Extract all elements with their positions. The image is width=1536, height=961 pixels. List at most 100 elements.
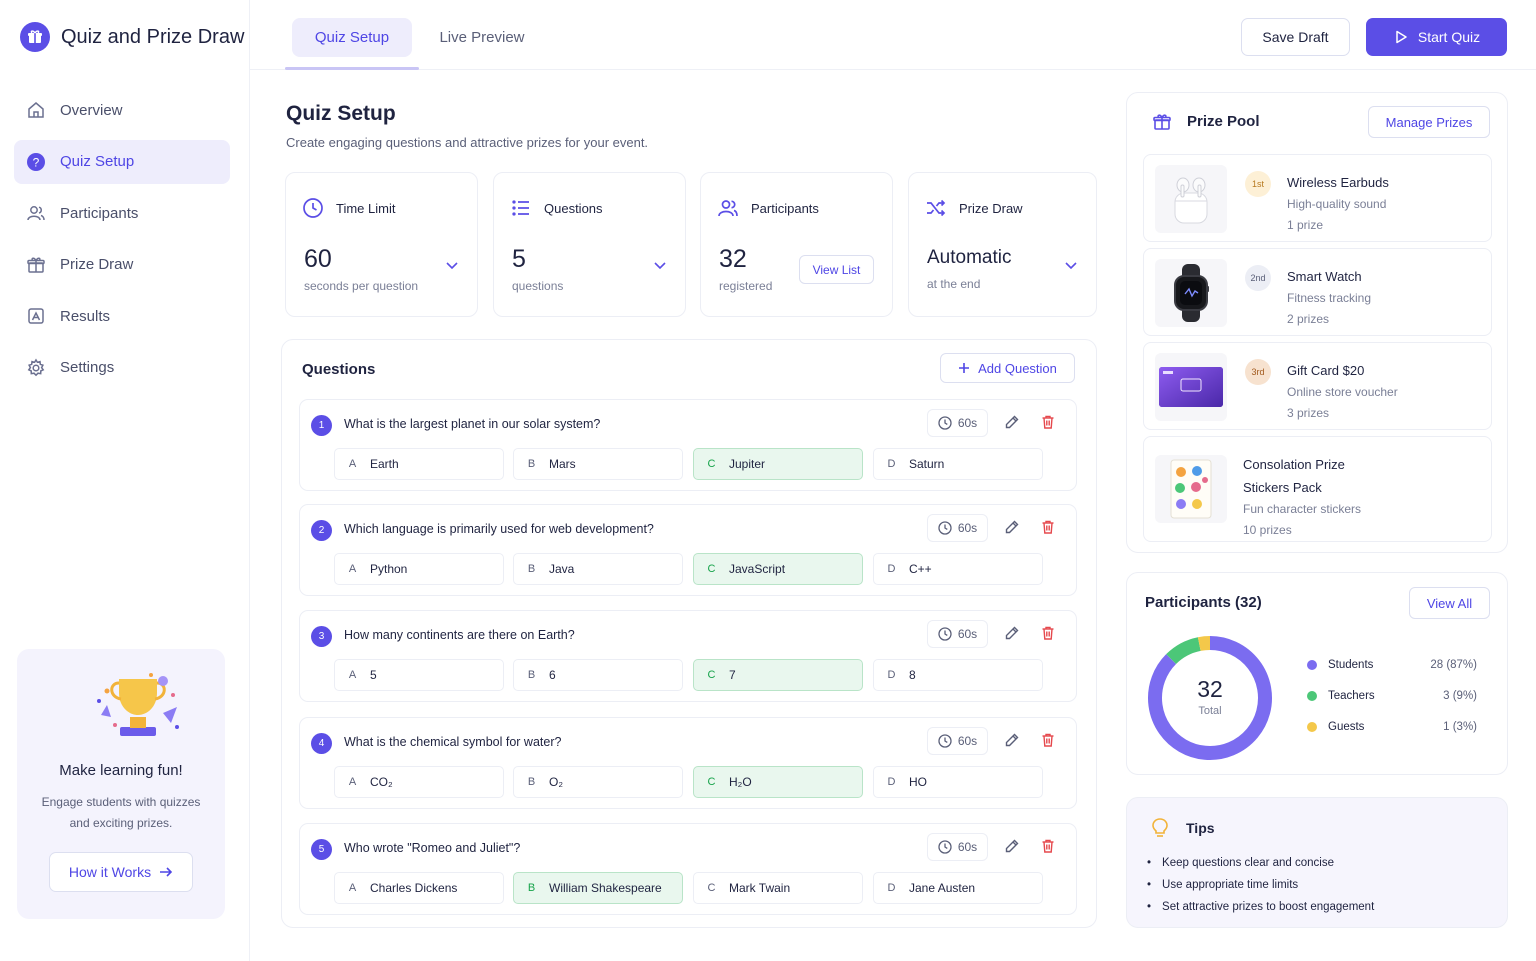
- start-quiz-label: Start Quiz: [1417, 29, 1481, 45]
- option-letter: D: [887, 776, 896, 788]
- sidebar-item-overview[interactable]: Overview: [14, 88, 230, 132]
- questions-card[interactable]: Questions 5 questions: [493, 172, 686, 317]
- sidebar-item-quiz-setup[interactable]: ? Quiz Setup: [14, 139, 230, 184]
- lightbulb-icon: [1151, 817, 1169, 839]
- answer-option[interactable]: A CO₂: [334, 766, 504, 798]
- option-letter: D: [887, 563, 896, 575]
- save-draft-button[interactable]: Save Draft: [1241, 18, 1350, 56]
- answer-option[interactable]: A Earth: [334, 448, 504, 480]
- prize-item[interactable]: Consolation Prize Stickers Pack Fun char…: [1143, 436, 1492, 542]
- add-question-button[interactable]: Add Question: [940, 353, 1075, 383]
- prize-desc: Online store voucher: [1287, 385, 1398, 399]
- questions-sub: questions: [512, 279, 564, 293]
- question-time-button[interactable]: 60s: [927, 727, 988, 755]
- answer-option[interactable]: A Python: [334, 553, 504, 585]
- edit-icon[interactable]: [1004, 519, 1020, 535]
- option-letter: D: [887, 458, 896, 470]
- option-letter: C: [707, 458, 716, 470]
- question-time-button[interactable]: 60s: [927, 409, 988, 437]
- question-time-button[interactable]: 60s: [927, 833, 988, 861]
- prize-item[interactable]: 2nd Smart Watch Fitness tracking 2 prize…: [1143, 248, 1492, 336]
- edit-icon[interactable]: [1004, 838, 1020, 854]
- prize-desc: Fun character stickers: [1243, 502, 1362, 516]
- tip-item: Keep questions clear and concise: [1147, 852, 1374, 874]
- option-text: Jane Austen: [909, 881, 976, 895]
- option-text: O₂: [549, 775, 563, 789]
- sidebar-item-prize-draw[interactable]: Prize Draw: [14, 243, 230, 287]
- brand[interactable]: Quiz and Prize Draw: [20, 22, 244, 52]
- question-text: What is the chemical symbol for water?: [344, 735, 562, 749]
- start-quiz-button[interactable]: Start Quiz: [1366, 18, 1507, 56]
- delete-icon[interactable]: [1040, 519, 1056, 535]
- option-text: Jupiter: [729, 457, 766, 471]
- delete-icon[interactable]: [1040, 414, 1056, 430]
- prize-count: 1 prize: [1287, 218, 1324, 232]
- add-question-label: Add Question: [978, 360, 1057, 376]
- answer-option[interactable]: B Mars: [513, 448, 683, 480]
- sidebar-item-settings[interactable]: Settings: [14, 346, 230, 390]
- prize-name: Consolation Prize: [1243, 457, 1345, 472]
- how-it-works-button[interactable]: How it Works: [49, 852, 193, 892]
- view-list-button[interactable]: View List: [799, 255, 874, 284]
- play-icon: [1393, 29, 1409, 45]
- chevron-down-icon[interactable]: [445, 261, 459, 271]
- promo-card: Make learning fun! Engage students with …: [17, 649, 225, 919]
- answer-option[interactable]: B William Shakespeare: [513, 872, 683, 904]
- chevron-down-icon[interactable]: [1064, 261, 1078, 271]
- answer-option[interactable]: A Charles Dickens: [334, 872, 504, 904]
- prize-item[interactable]: 1st Wireless Earbuds High-quality sound …: [1143, 154, 1492, 242]
- answer-option[interactable]: B Java: [513, 553, 683, 585]
- sidebar-item-participants[interactable]: Participants: [14, 191, 230, 235]
- question-card: 1 What is the largest planet in our solar…: [299, 399, 1077, 491]
- plus-icon: [958, 362, 970, 374]
- answer-option[interactable]: D C++: [873, 553, 1043, 585]
- tab-live-preview[interactable]: Live Preview: [439, 29, 525, 46]
- prize-item[interactable]: 3rd Gift Card $20 Online store voucher 3…: [1143, 342, 1492, 430]
- participants-donut-chart: [1148, 636, 1272, 760]
- tip-item: Set attractive prizes to boost engagemen…: [1147, 896, 1374, 918]
- question-time-button[interactable]: 60s: [927, 514, 988, 542]
- sidebar-item-label: Prize Draw: [60, 256, 134, 273]
- edit-icon[interactable]: [1004, 732, 1020, 748]
- option-text: 6: [549, 668, 556, 682]
- shuffle-icon: [925, 197, 947, 219]
- answer-option[interactable]: B O₂: [513, 766, 683, 798]
- answer-option[interactable]: D HO: [873, 766, 1043, 798]
- answer-option[interactable]: C H₂O: [693, 766, 863, 798]
- question-time: 60s: [957, 627, 978, 641]
- answer-option[interactable]: C Mark Twain: [693, 872, 863, 904]
- delete-icon[interactable]: [1040, 838, 1056, 854]
- edit-icon[interactable]: [1004, 414, 1020, 430]
- time-limit-value: 60: [304, 245, 332, 273]
- legend-label: Teachers: [1328, 690, 1375, 702]
- time-limit-card[interactable]: Time Limit 60 seconds per question: [285, 172, 478, 317]
- page-title: Quiz Setup: [286, 102, 396, 125]
- help-circle-icon: ?: [26, 152, 46, 172]
- participants-value: 32: [719, 245, 747, 273]
- legend-label: Guests: [1328, 721, 1365, 733]
- answer-option[interactable]: C Jupiter: [693, 448, 863, 480]
- prize-count: 3 prizes: [1287, 406, 1330, 420]
- prize-draw-card[interactable]: Prize Draw Automatic at the end: [908, 172, 1097, 317]
- tab-quiz-setup[interactable]: Quiz Setup: [292, 18, 412, 57]
- delete-icon[interactable]: [1040, 625, 1056, 641]
- answer-option[interactable]: D Saturn: [873, 448, 1043, 480]
- manage-prizes-button[interactable]: Manage Prizes: [1368, 106, 1490, 138]
- smartwatch-image: [1155, 259, 1227, 327]
- legend-item-students: Students 28 (87%): [1307, 655, 1477, 675]
- sidebar-item-results[interactable]: Results: [14, 294, 230, 338]
- answer-option[interactable]: D Jane Austen: [873, 872, 1043, 904]
- option-letter: A: [348, 563, 357, 575]
- view-all-button[interactable]: View All: [1409, 587, 1490, 619]
- answer-option[interactable]: C JavaScript: [693, 553, 863, 585]
- clock-icon: [938, 521, 952, 535]
- page-subtitle: Create engaging questions and attractive…: [286, 135, 649, 150]
- chevron-down-icon[interactable]: [653, 261, 667, 271]
- question-time-button[interactable]: 60s: [927, 620, 988, 648]
- edit-icon[interactable]: [1004, 625, 1020, 641]
- delete-icon[interactable]: [1040, 732, 1056, 748]
